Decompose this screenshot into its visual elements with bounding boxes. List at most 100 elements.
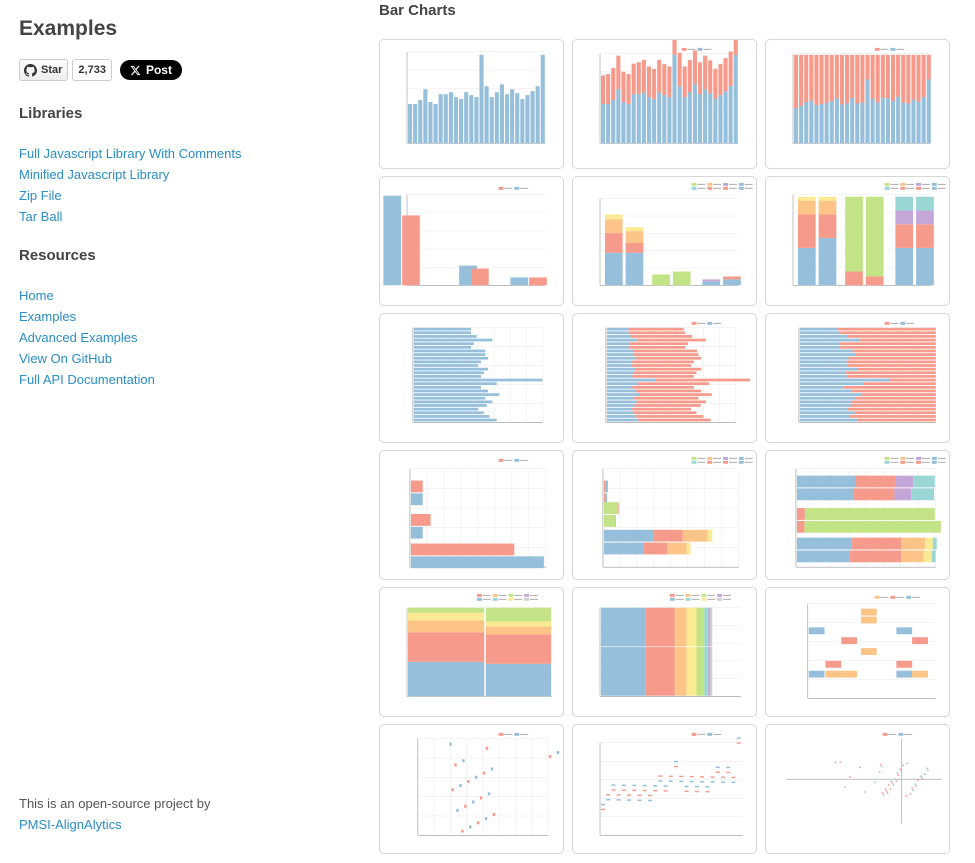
pmsi-alignalytics-link[interactable]: PMSI-AlignAlytics xyxy=(19,817,122,832)
star-count[interactable]: 2,733 xyxy=(72,59,112,81)
tar-ball-link[interactable]: Tar Ball xyxy=(19,209,63,224)
chart-bar xyxy=(796,508,805,520)
full-js-library-link[interactable]: Full Javascript Library With Comments xyxy=(19,146,242,161)
chart-bar xyxy=(855,353,936,356)
zip-file-link[interactable]: Zip File xyxy=(19,188,62,203)
thumbnail-scatter-floating-bar[interactable] xyxy=(765,724,950,854)
chart-bar xyxy=(723,276,741,280)
thumbnail-vertical-stacked-bar[interactable] xyxy=(572,39,757,169)
chart-bar xyxy=(718,64,723,96)
chart-bar xyxy=(413,335,477,338)
thumbnail-horizontal-bar[interactable] xyxy=(379,313,564,443)
chart-bar xyxy=(476,821,480,825)
chart-bar xyxy=(818,196,837,201)
chart-bar xyxy=(870,99,875,144)
thumbnail-vertical-grouped-bar[interactable] xyxy=(379,176,564,306)
chart-bar xyxy=(604,219,623,234)
thumbnail-vertical-100pct-bar[interactable] xyxy=(765,39,950,169)
chart-bar xyxy=(469,95,474,144)
thumbnail-chart xyxy=(786,732,942,824)
bar-charts-heading: Bar Charts xyxy=(379,2,456,19)
chart-bar xyxy=(896,660,913,668)
legend-swatch xyxy=(498,186,504,190)
thumbnail-horizontal-floating-bar[interactable] xyxy=(572,724,757,854)
chart-bar xyxy=(485,626,552,635)
chart-bar xyxy=(510,89,515,144)
chart-bar xyxy=(606,404,635,407)
chart-bar xyxy=(621,784,626,786)
chart-bar xyxy=(606,74,611,104)
chart-bar xyxy=(631,94,636,144)
view-on-github-link[interactable]: View On GitHub xyxy=(19,351,112,366)
thumbnail-horizontal-100pct-bar[interactable] xyxy=(765,313,950,443)
scatter-point xyxy=(878,771,881,774)
thumbnail-vertical-bar[interactable] xyxy=(379,39,564,169)
advanced-examples-link[interactable]: Advanced Examples xyxy=(19,330,138,345)
thumbnail-vertical-grouped-100pct-bar[interactable] xyxy=(765,176,950,306)
chart-bar xyxy=(679,780,684,783)
chart-bar xyxy=(896,54,901,97)
examples-link[interactable]: Examples xyxy=(19,309,77,324)
chart-bar xyxy=(413,389,489,393)
chart-bar xyxy=(799,54,804,106)
thumbnail-horizontal-grouped-stacked-bar[interactable] xyxy=(572,450,757,580)
legend-swatch xyxy=(874,595,880,599)
chart-bar xyxy=(916,247,934,286)
thumbnail-horizontal-grouped-bar[interactable] xyxy=(379,450,564,580)
chart-bar xyxy=(413,104,418,144)
scatter-point xyxy=(891,782,894,784)
legend-label xyxy=(697,733,706,735)
legend-label xyxy=(697,322,706,324)
chart-bar xyxy=(413,411,484,415)
chart-bar xyxy=(413,364,479,367)
chart-bar xyxy=(535,86,540,144)
chart-bar xyxy=(631,364,692,367)
chart-bar xyxy=(646,97,652,144)
chart-bar xyxy=(621,71,626,103)
chart-bar xyxy=(708,607,711,647)
resources-link-item: Examples xyxy=(19,308,155,329)
chart-bar xyxy=(825,670,842,678)
github-star-button[interactable]: Star xyxy=(19,59,69,81)
chart-bar xyxy=(726,766,731,769)
legend-label xyxy=(890,187,899,189)
thumbnail-horizontal-marimekko[interactable] xyxy=(572,587,757,717)
chart-bar xyxy=(471,268,489,286)
legend-label xyxy=(707,594,716,596)
legend-label xyxy=(912,596,921,598)
chart-bar xyxy=(454,763,457,767)
legend-swatch xyxy=(738,186,744,190)
chart-bar xyxy=(529,277,547,286)
home-link[interactable]: Home xyxy=(19,288,54,303)
chart-bar xyxy=(799,400,852,404)
thumbnail-horizontal-grouped-100pct-bar[interactable] xyxy=(765,450,950,580)
thumbnail-horizontal-stacked-bar[interactable] xyxy=(572,313,757,443)
legend-label xyxy=(728,461,737,463)
legend-swatch xyxy=(508,597,514,601)
scatter-point xyxy=(917,779,919,782)
chart-bar xyxy=(667,97,672,144)
chart-bar xyxy=(839,54,845,105)
scatter-point xyxy=(900,770,903,773)
thumbnail-vertical-marimekko[interactable] xyxy=(379,587,564,717)
legend-label xyxy=(906,461,915,463)
chart-bar xyxy=(896,96,901,144)
chart-bar xyxy=(875,54,880,103)
chart-bar xyxy=(686,647,697,696)
chart-bar xyxy=(684,785,689,788)
chart-bar xyxy=(606,407,632,411)
chart-bar xyxy=(672,54,677,144)
x-post-button[interactable]: Post xyxy=(119,60,182,80)
chart-bar xyxy=(606,798,611,801)
api-documentation-link[interactable]: Full API Documentation xyxy=(19,372,155,387)
thumbnail-vertical-floating-bar[interactable] xyxy=(379,724,564,854)
legend-label xyxy=(520,187,529,189)
thumbnail-vertical-grouped-stacked-bar[interactable] xyxy=(572,176,757,306)
minified-js-library-link[interactable]: Minified Javascript Library xyxy=(19,167,170,182)
chart-bar xyxy=(923,550,932,563)
thumbnail-block-matrix[interactable] xyxy=(765,587,950,717)
legend-label xyxy=(890,457,899,459)
scatter-point xyxy=(905,795,908,797)
legend-swatch xyxy=(900,460,906,464)
chart-bar xyxy=(799,349,853,353)
